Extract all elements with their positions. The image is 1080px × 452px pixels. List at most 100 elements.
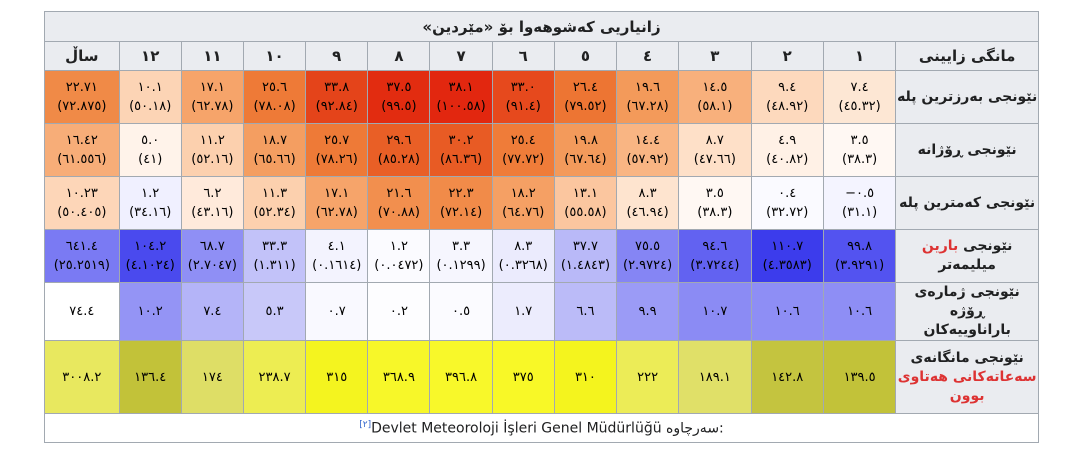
data-cell: ١٣٩.٥ bbox=[822, 340, 897, 414]
data-cell: ٣٧٥ bbox=[491, 340, 555, 414]
cell-value: ١٠.١ bbox=[137, 80, 163, 95]
precipitation-link[interactable]: بارین bbox=[921, 238, 959, 254]
data-cell: ٢٥.٤ (٧٧.٧٢) bbox=[491, 123, 555, 177]
data-cell: ١٠.٦ bbox=[750, 282, 824, 341]
sunshine-link-line3[interactable]: بوون bbox=[949, 387, 985, 404]
header-month-10: ١٠ bbox=[242, 41, 307, 71]
cell-value: ١٤.٥ bbox=[702, 80, 728, 95]
data-cell: ٣١٥ bbox=[305, 340, 369, 414]
cell-value: ٣٨.١ bbox=[448, 80, 474, 95]
cell-subvalue: (٥٧.٩٢) bbox=[626, 152, 669, 167]
cell-subvalue: (١٠٠.٥٨) bbox=[436, 99, 486, 114]
cell-value: ٩٤.٦ bbox=[702, 239, 728, 254]
data-cell: ١٠.١ (٥٠.١٨) bbox=[118, 70, 182, 124]
data-cell: ١٣٦.٤ bbox=[118, 340, 182, 414]
cell-subvalue: (٤٧.٦٦) bbox=[693, 152, 736, 167]
source-reference-link[interactable]: [٢] bbox=[359, 419, 372, 430]
data-cell: ٢٩.٦ (٨٥.٢٨) bbox=[367, 123, 431, 177]
data-cell: ١٤٢.٨ bbox=[750, 340, 824, 414]
data-cell: ١٣.١ (٥٥.٥٨) bbox=[553, 176, 618, 230]
row-label-avg-low: نێونجی کەمترین پلە bbox=[895, 176, 1039, 230]
data-cell: ١٠.٧ bbox=[678, 282, 752, 341]
cell-value: ١٨.٢ bbox=[510, 186, 536, 201]
cell-subvalue: (٨٦.٣٦) bbox=[439, 152, 483, 167]
data-cell: ٣.٣ (٠.١٢٩٩) bbox=[429, 229, 493, 283]
data-cell: ٣١٠ bbox=[553, 340, 618, 414]
cell-subvalue: (٧٩.٥٢) bbox=[564, 99, 607, 114]
data-cell: ٩٩.٨ (٣.٩٢٩١) bbox=[822, 229, 897, 283]
data-cell-year: ٢٢.٧١ (٧٢.٨٧٥) bbox=[44, 70, 120, 124]
cell-value: ٤.١ bbox=[327, 239, 346, 254]
cell-subvalue: (٣.٩٢٩١) bbox=[835, 258, 885, 273]
cell-subvalue: (٠.٠٤٧٢) bbox=[374, 258, 424, 273]
cell-subvalue: (٢.٧٠٤٧) bbox=[187, 258, 237, 273]
data-cell: ١١.٢ (٥٢.١٦) bbox=[180, 123, 244, 177]
source-label: سەرچاوە: bbox=[666, 420, 724, 437]
data-cell: ٣٣.٠ (٩١.٤) bbox=[491, 70, 555, 124]
data-cell: ٣٧.٥ (٩٩.٥) bbox=[367, 70, 431, 124]
data-cell: ١٨.٧ (٦٥.٦٦) bbox=[242, 123, 307, 177]
cell-value: ٥.٠ bbox=[141, 133, 160, 148]
data-cell: ١٨٩.١ bbox=[678, 340, 752, 414]
cell-value: ١.٢ bbox=[141, 186, 160, 201]
cell-subvalue: (٧٢.١٤) bbox=[439, 205, 483, 220]
cell-subvalue: (٦٤.٧٦) bbox=[502, 205, 545, 220]
cell-value: ٨.٣ bbox=[638, 186, 657, 201]
data-cell: ٣٠.٢ (٨٦.٣٦) bbox=[429, 123, 493, 177]
data-cell: ٧٥.٥ (٢.٩٧٢٤) bbox=[615, 229, 680, 283]
sunshine-link-line2[interactable]: سەعاتەکانی هەتاوی bbox=[897, 368, 1037, 385]
cell-subvalue: (١.٣١١) bbox=[253, 258, 296, 273]
row-avg-high: نێونجی بەرزترین پلە ٧.٤ (٤٥.٣٢) ٩.٤ (٤٨.٩٢… bbox=[44, 70, 1039, 124]
data-cell: ١٩.٦ (٦٧.٢٨) bbox=[615, 70, 680, 124]
data-cell-year: ٦٤١.٤ (٢٥.٢٥١٩) bbox=[44, 229, 120, 283]
data-cell: ١١٠.٧ (٤.٣٥٨٣) bbox=[750, 229, 824, 283]
data-cell: ٣٣.٣ (١.٣١١) bbox=[242, 229, 307, 283]
cell-value: ١١.٣ bbox=[262, 186, 288, 201]
cell-subvalue: (٢٥.٢٥١٩) bbox=[53, 258, 110, 273]
cell-value: ٧٥.٥ bbox=[635, 239, 661, 254]
row-precipitation: نێونجی بارین میلیمەتر ٩٩.٨ (٣.٩٢٩١) ١١٠.٧… bbox=[44, 229, 1039, 283]
cell-subvalue: (٥٥.٥٨) bbox=[564, 205, 607, 220]
data-cell: ٨.٣ (٠.٣٢٦٨) bbox=[491, 229, 555, 283]
header-month-4: ٤ bbox=[615, 41, 680, 71]
data-cell: ٩.٩ bbox=[615, 282, 680, 341]
cell-subvalue: (٩٩.٥) bbox=[381, 99, 417, 114]
cell-value: ٧.٤ bbox=[850, 80, 869, 95]
data-cell: ٨.٧ (٤٧.٦٦) bbox=[678, 123, 752, 177]
data-cell: ٢٢.٣ (٧٢.١٤) bbox=[429, 176, 493, 230]
data-cell: ٣٨.١ (١٠٠.٥٨) bbox=[429, 70, 493, 124]
cell-value: ٩٩.٨ bbox=[847, 239, 873, 254]
cell-subvalue: (٣٤.١٦) bbox=[129, 205, 172, 220]
cell-value: ٣.٣ bbox=[452, 239, 471, 254]
cell-subvalue: (٤٥.٣٢) bbox=[838, 99, 881, 114]
row-label-avg-high: نێونجی بەرزترین پلە bbox=[895, 70, 1039, 124]
cell-subvalue: (٨٥.٢٨) bbox=[377, 152, 420, 167]
cell-subvalue: (٣٢.٧٢) bbox=[766, 205, 809, 220]
data-cell: ٠.٧ bbox=[305, 282, 369, 341]
data-cell: ٣٦٨.٩ bbox=[367, 340, 431, 414]
cell-value: ٢٢.٧١ bbox=[65, 80, 98, 95]
data-cell: ٢٥.٧ (٧٨.٢٦) bbox=[305, 123, 369, 177]
cell-value: ٠.٤ bbox=[778, 186, 797, 201]
precip-label-part1: نێونجی bbox=[958, 238, 1013, 254]
sunshine-label-line1: نێونجی مانگانەی bbox=[910, 349, 1024, 366]
cell-value: ٢٢.٣ bbox=[448, 186, 474, 201]
cell-value: ١٣.١ bbox=[572, 186, 598, 201]
cell-value: ١٠.٢٣ bbox=[65, 186, 98, 201]
data-cell: ٣٧.٧ (١.٤٨٤٣) bbox=[553, 229, 618, 283]
data-cell: ٠.٥ bbox=[429, 282, 493, 341]
cell-value: ٢٦.٤ bbox=[572, 80, 598, 95]
header-month-2: ٢ bbox=[750, 41, 824, 71]
cell-subvalue: (٩١.٤) bbox=[505, 99, 541, 114]
header-month-3: ٣ bbox=[678, 41, 752, 71]
data-cell: ٢٦.٤ (٧٩.٥٢) bbox=[553, 70, 618, 124]
cell-subvalue: (٦٧.٦٤) bbox=[564, 152, 607, 167]
cell-subvalue: (٥٠.١٨) bbox=[129, 99, 172, 114]
data-cell: ٦.٦ bbox=[553, 282, 618, 341]
cell-subvalue: (٦١.٥٥٦) bbox=[57, 152, 107, 167]
data-cell: ٠.٥− (٣١.١) bbox=[822, 176, 897, 230]
data-cell: ٤.١ (٠.١٦١٤) bbox=[305, 229, 369, 283]
data-cell: ١٤.٤ (٥٧.٩٢) bbox=[615, 123, 680, 177]
precip-label-part3: میلیمەتر bbox=[938, 257, 996, 273]
cell-value: ٢٩.٦ bbox=[386, 133, 412, 148]
